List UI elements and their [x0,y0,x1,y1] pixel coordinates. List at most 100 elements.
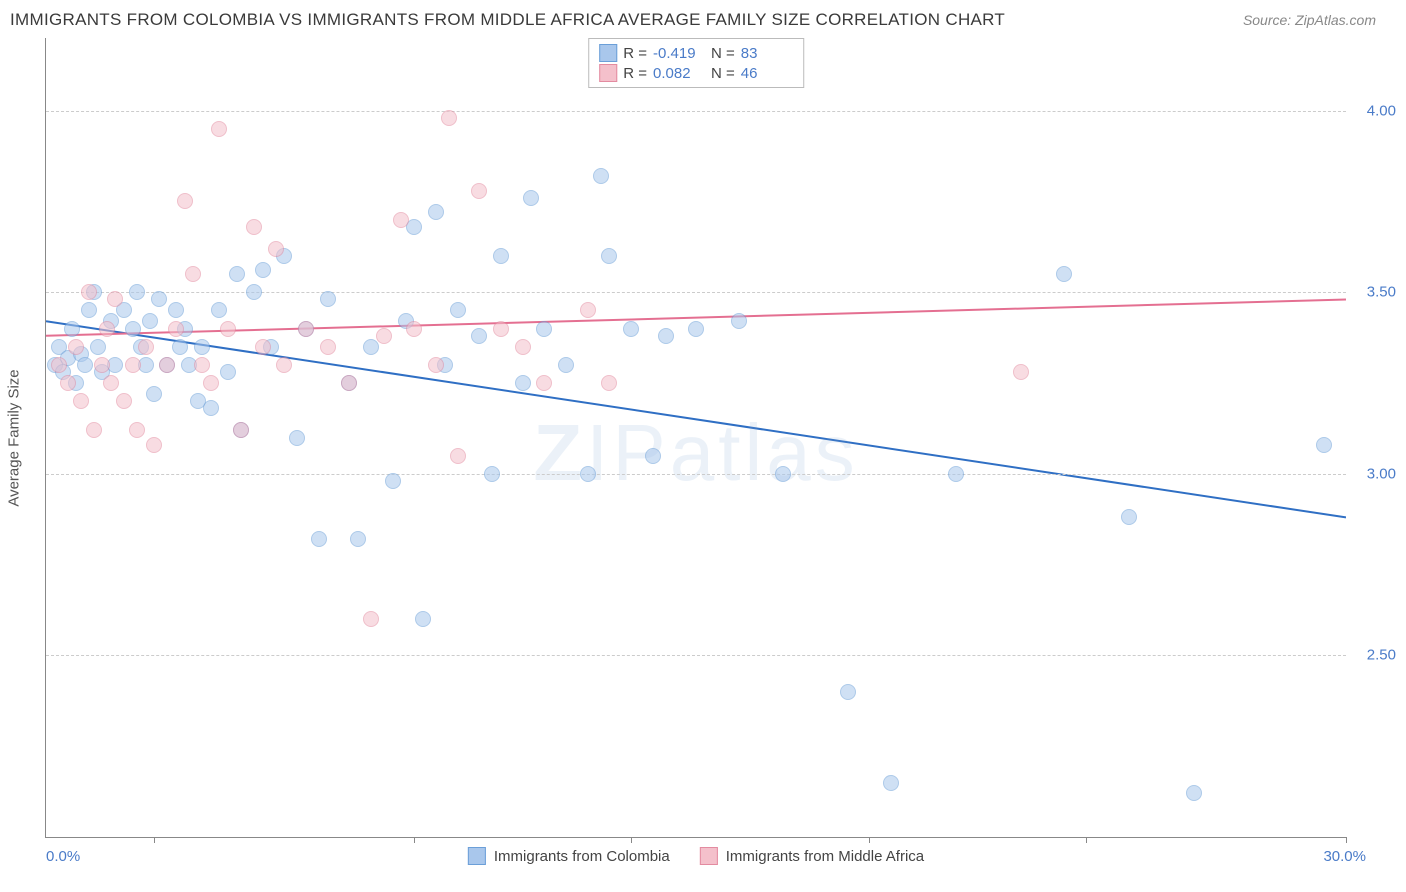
legend-swatch-1 [599,44,617,62]
gridline [46,292,1346,293]
data-point [320,291,336,307]
r-value-2: 0.082 [653,65,705,82]
data-point [168,302,184,318]
data-point [99,321,115,337]
data-point [90,339,106,355]
scatter-chart: Average Family Size ZIPatlas R = -0.419 … [45,38,1346,838]
legend-swatch-bottom-2 [700,847,718,865]
data-point [948,466,964,482]
data-point [1316,437,1332,453]
r-value-1: -0.419 [653,45,705,62]
data-point [393,212,409,228]
data-point [159,357,175,373]
data-point [1121,509,1137,525]
x-tick [1346,837,1347,843]
x-tick [414,837,415,843]
data-point [883,775,899,791]
data-point [129,284,145,300]
legend-item-1: Immigrants from Colombia [468,847,670,865]
data-point [81,284,97,300]
n-value-1: 83 [741,45,793,62]
legend-swatch-2 [599,64,617,82]
data-point [493,321,509,337]
data-point [81,302,97,318]
data-point [493,248,509,264]
x-tick [1086,837,1087,843]
data-point [731,313,747,329]
data-point [64,321,80,337]
data-point [268,241,284,257]
chart-title: IMMIGRANTS FROM COLOMBIA VS IMMIGRANTS F… [10,10,1005,30]
data-point [523,190,539,206]
data-point [255,339,271,355]
source-attribution: Source: ZipAtlas.com [1243,12,1376,28]
data-point [125,357,141,373]
data-point [471,328,487,344]
data-point [146,437,162,453]
data-point [376,328,392,344]
data-point [536,375,552,391]
data-point [276,357,292,373]
data-point [185,266,201,282]
legend-label-1: Immigrants from Colombia [494,848,670,865]
data-point [450,448,466,464]
x-tick [869,837,870,843]
data-point [645,448,661,464]
data-point [406,321,422,337]
data-point [1056,266,1072,282]
data-point [289,430,305,446]
data-point [220,321,236,337]
data-point [246,219,262,235]
data-point [73,393,89,409]
data-point [229,266,245,282]
data-point [255,262,271,278]
y-tick-label: 4.00 [1367,102,1396,119]
data-point [94,357,110,373]
data-point [415,611,431,627]
data-point [601,375,617,391]
data-point [623,321,639,337]
data-point [580,466,596,482]
data-point [203,375,219,391]
data-point [86,422,102,438]
data-point [840,684,856,700]
gridline [46,474,1346,475]
correlation-legend: R = -0.419 N = 83 R = 0.082 N = 46 [588,38,804,88]
data-point [428,357,444,373]
x-tick [154,837,155,843]
data-point [658,328,674,344]
data-point [129,422,145,438]
data-point [1186,785,1202,801]
data-point [580,302,596,318]
data-point [441,110,457,126]
data-point [194,339,210,355]
data-point [363,339,379,355]
data-point [68,339,84,355]
data-point [51,357,67,373]
x-min-label: 0.0% [46,848,80,865]
data-point [363,611,379,627]
data-point [177,193,193,209]
data-point [350,531,366,547]
data-point [233,422,249,438]
data-point [125,321,141,337]
data-point [428,204,444,220]
data-point [211,302,227,318]
data-point [593,168,609,184]
data-point [775,466,791,482]
data-point [203,400,219,416]
data-point [172,339,188,355]
data-point [515,339,531,355]
data-point [688,321,704,337]
legend-row-series-1: R = -0.419 N = 83 [599,43,793,63]
legend-label-2: Immigrants from Middle Africa [726,848,924,865]
data-point [60,375,76,391]
legend-swatch-bottom-1 [468,847,486,865]
y-tick-label: 3.50 [1367,284,1396,301]
data-point [341,375,357,391]
data-point [146,386,162,402]
watermark: ZIPatlas [533,407,858,499]
data-point [536,321,552,337]
gridline [46,111,1346,112]
y-tick-label: 2.50 [1367,647,1396,664]
